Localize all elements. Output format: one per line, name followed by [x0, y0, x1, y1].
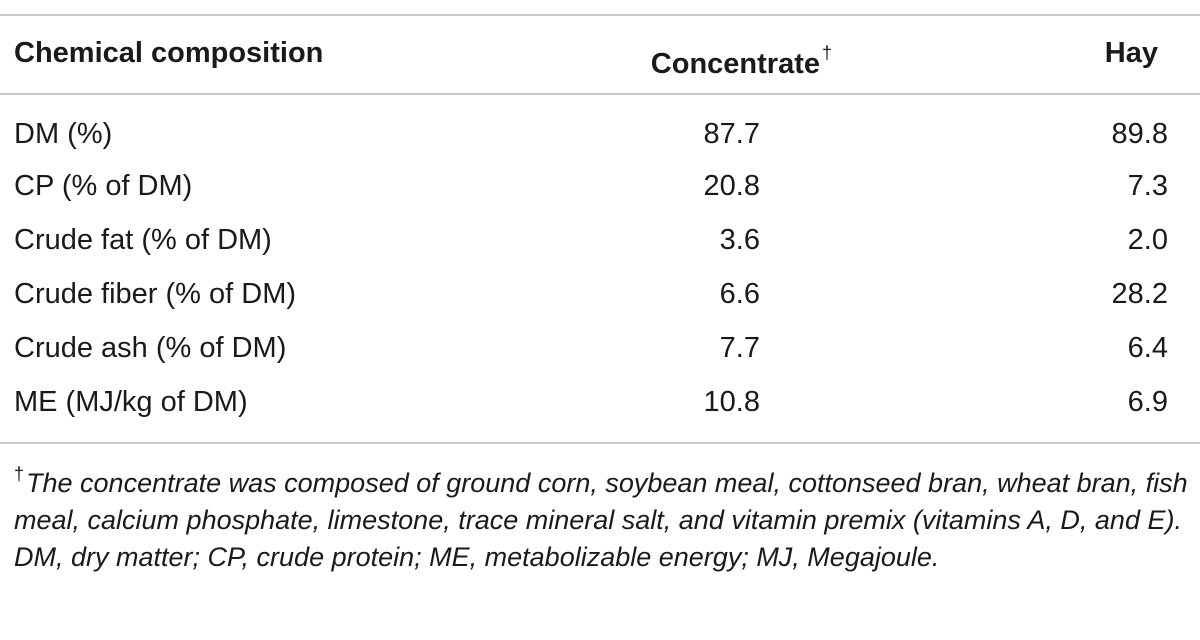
- hay-value: 28.2: [1111, 278, 1168, 310]
- concentrate-value: 6.6: [719, 278, 760, 310]
- table-row: Crude fiber (% of DM) 6.6 28.2: [0, 268, 1200, 320]
- dagger-mark: †: [821, 43, 832, 63]
- row-label: Crude fat (% of DM): [14, 224, 272, 256]
- row-label: DM (%): [14, 118, 113, 150]
- table-row: DM (%) 87.7 89.8: [0, 108, 1200, 160]
- hay-value: 89.8: [1111, 118, 1168, 150]
- concentrate-value: 87.7: [703, 118, 760, 150]
- header-rule: [0, 93, 1200, 95]
- table-row: Crude ash (% of DM) 7.7 6.4: [0, 322, 1200, 374]
- table-row: CP (% of DM) 20.8 7.3: [0, 160, 1200, 212]
- header-concentrate: Concentrate †: [651, 34, 832, 83]
- hay-value: 6.4: [1127, 332, 1168, 364]
- header-hay: Hay: [1104, 37, 1158, 69]
- row-label: Crude fiber (% of DM): [14, 278, 297, 310]
- row-label: Crude ash (% of DM): [14, 332, 287, 364]
- row-label: CP (% of DM): [14, 170, 193, 202]
- top-rule: [0, 14, 1200, 16]
- row-label: ME (MJ/kg of DM): [14, 386, 248, 418]
- footnote-dagger: †: [14, 464, 25, 484]
- hay-value: 7.3: [1127, 170, 1168, 202]
- concentrate-value: 20.8: [703, 170, 760, 202]
- hay-value: 6.9: [1127, 386, 1168, 418]
- concentrate-value: 7.7: [719, 332, 760, 364]
- concentrate-value: 3.6: [719, 224, 760, 256]
- footnote-text: The concentrate was composed of ground c…: [14, 468, 1188, 572]
- hay-value: 2.0: [1127, 224, 1168, 256]
- table-footnote: †The concentrate was composed of ground …: [14, 456, 1190, 576]
- concentrate-value: 10.8: [703, 386, 760, 418]
- header-concentrate-label: Concentrate: [650, 48, 820, 80]
- header-chemical-composition: Chemical composition: [14, 37, 324, 69]
- table-row: ME (MJ/kg of DM) 10.8 6.9: [0, 376, 1200, 428]
- bottom-rule: [0, 442, 1200, 444]
- table-row: Crude fat (% of DM) 3.6 2.0: [0, 214, 1200, 266]
